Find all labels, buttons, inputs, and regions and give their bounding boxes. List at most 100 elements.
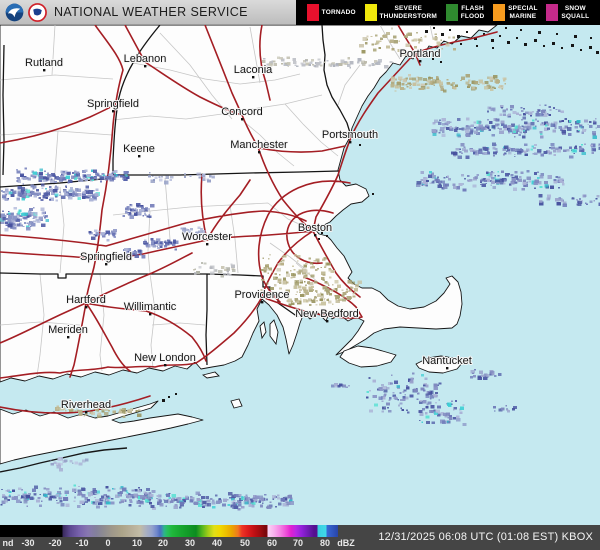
radar-map-container: Rutland Lebanon Laconia Springfield Concord M…	[0, 25, 600, 525]
fishers-island	[201, 371, 220, 379]
scale-tick: 60	[266, 538, 278, 548]
city-marker	[261, 301, 264, 304]
scale-tick: nd	[2, 538, 14, 548]
city-marker	[241, 118, 244, 121]
warning-color-chip	[306, 4, 319, 21]
city-label: Concord	[221, 106, 263, 118]
radar-echo-cluster	[262, 56, 393, 69]
city-label: Rutland	[25, 57, 63, 69]
scale-tick: 10	[131, 538, 143, 548]
city-label: Riverhead	[61, 399, 111, 411]
agency-title: NATIONAL WEATHER SERVICE	[54, 5, 248, 19]
city-marker	[138, 155, 141, 158]
city-label: Portland	[400, 48, 441, 60]
noaa-logo	[5, 3, 24, 21]
city-marker	[105, 263, 108, 266]
radar-echo-cluster	[0, 484, 156, 509]
city-marker	[67, 336, 70, 339]
warning-legend: TORNADO SEVERE THUNDERSTORM FLASH FLOOD SPECI…	[296, 0, 600, 25]
warning-color-chip	[364, 4, 377, 21]
warning-legend-item: FLASH FLOOD	[445, 4, 485, 21]
nws-logo	[28, 2, 47, 22]
radar-echo-cluster	[416, 169, 565, 192]
city-label: Nantucket	[422, 355, 472, 367]
radar-echo-cluster	[331, 382, 350, 389]
radar-echo-cluster	[451, 142, 600, 159]
city-marker	[258, 151, 261, 154]
city-marker	[206, 243, 209, 246]
radar-echo-cluster	[359, 27, 456, 56]
city-label: Worcester	[182, 231, 232, 243]
mainland	[0, 25, 498, 383]
warning-legend-item: TORNADO	[306, 4, 356, 21]
city-label: Manchester	[230, 139, 288, 151]
warning-color-chip	[445, 4, 458, 21]
scale-tick: 30	[184, 538, 196, 548]
city-label: Willimantic	[124, 301, 177, 313]
city-label: New London	[134, 352, 196, 364]
scale-tick: 40	[211, 538, 223, 548]
city-marker	[314, 234, 317, 237]
status-bar: nd -30 -20 -10 0 10 20 30 40 50 60 70 80 dBZ 12/31/20…	[0, 525, 600, 550]
radar-echo-cluster	[142, 238, 179, 251]
warning-legend-item: SNOW SQUALL	[546, 4, 589, 21]
city-marker	[144, 65, 147, 68]
radar-echo-cluster	[148, 172, 215, 185]
city-label: New Bedford	[295, 308, 359, 320]
radar-echo-cluster	[193, 262, 236, 278]
conanicut-island	[259, 321, 267, 340]
radar-echo-cluster	[538, 194, 600, 207]
city-marker	[85, 411, 88, 414]
scale-tick: -10	[75, 538, 89, 548]
city-label: Springfield	[87, 98, 139, 110]
radar-echo-cluster	[470, 369, 502, 381]
city-labels: Rutland Lebanon Laconia Springfield Concord M…	[24, 47, 473, 414]
city-label: Portsmouth	[322, 129, 378, 141]
radar-echo-cluster	[122, 203, 155, 220]
nantucket-island	[415, 355, 464, 374]
radar-echo-cluster	[0, 183, 100, 202]
radar-map[interactable]: Rutland Lebanon Laconia Springfield Concord M…	[0, 25, 600, 525]
city-marker	[252, 76, 255, 79]
city-marker	[164, 364, 167, 367]
scale-tick: -30	[21, 538, 35, 548]
radar-echo-cluster	[49, 457, 89, 472]
radar-echo-cluster	[431, 116, 600, 139]
city-marker	[446, 367, 449, 370]
radar-echo-cluster	[486, 104, 564, 118]
timestamp: 12/31/2025 06:08 UTC (01:08 EST) KBOX	[378, 531, 593, 543]
city-marker	[112, 110, 115, 113]
radar-echo-cluster	[123, 247, 146, 259]
scale-tick: 50	[239, 538, 251, 548]
header-bar: NATIONAL WEATHER SERVICE TORNADO SEVERE TH…	[0, 0, 600, 25]
coastal-islets	[162, 27, 599, 402]
scale-tick: 20	[157, 538, 169, 548]
radar-echo-cluster	[390, 73, 507, 93]
radar-echo-cluster	[55, 405, 142, 419]
city-label: Providence	[234, 289, 289, 301]
city-marker	[349, 141, 352, 144]
warning-label: SPECIAL MARINE	[508, 5, 538, 20]
header-brand: NATIONAL WEATHER SERVICE	[0, 0, 296, 25]
warning-legend-item: SPECIAL MARINE	[493, 4, 538, 21]
aquidneck-island	[269, 319, 279, 346]
city-label: Lebanon	[124, 53, 167, 65]
scale-tick: -20	[48, 538, 62, 548]
city-marker	[43, 69, 46, 72]
warning-label: FLASH FLOOD	[460, 5, 485, 20]
city-label: Hartford	[66, 294, 106, 306]
city-marker	[326, 320, 329, 323]
city-label: Springfield	[80, 251, 132, 263]
marthas-vineyard	[339, 345, 397, 368]
block-island	[230, 398, 243, 409]
scale-tick: dBZ	[337, 538, 355, 548]
city-label: Laconia	[234, 64, 273, 76]
radar-echoes	[0, 27, 600, 511]
warning-label: SEVERE THUNDERSTORM	[379, 5, 438, 20]
warning-label: SNOW SQUALL	[561, 5, 590, 20]
state-borders	[0, 25, 352, 366]
radar-echo-cluster	[15, 167, 130, 184]
radar-echo-cluster	[493, 405, 517, 413]
radar-echo-cluster	[418, 393, 467, 426]
